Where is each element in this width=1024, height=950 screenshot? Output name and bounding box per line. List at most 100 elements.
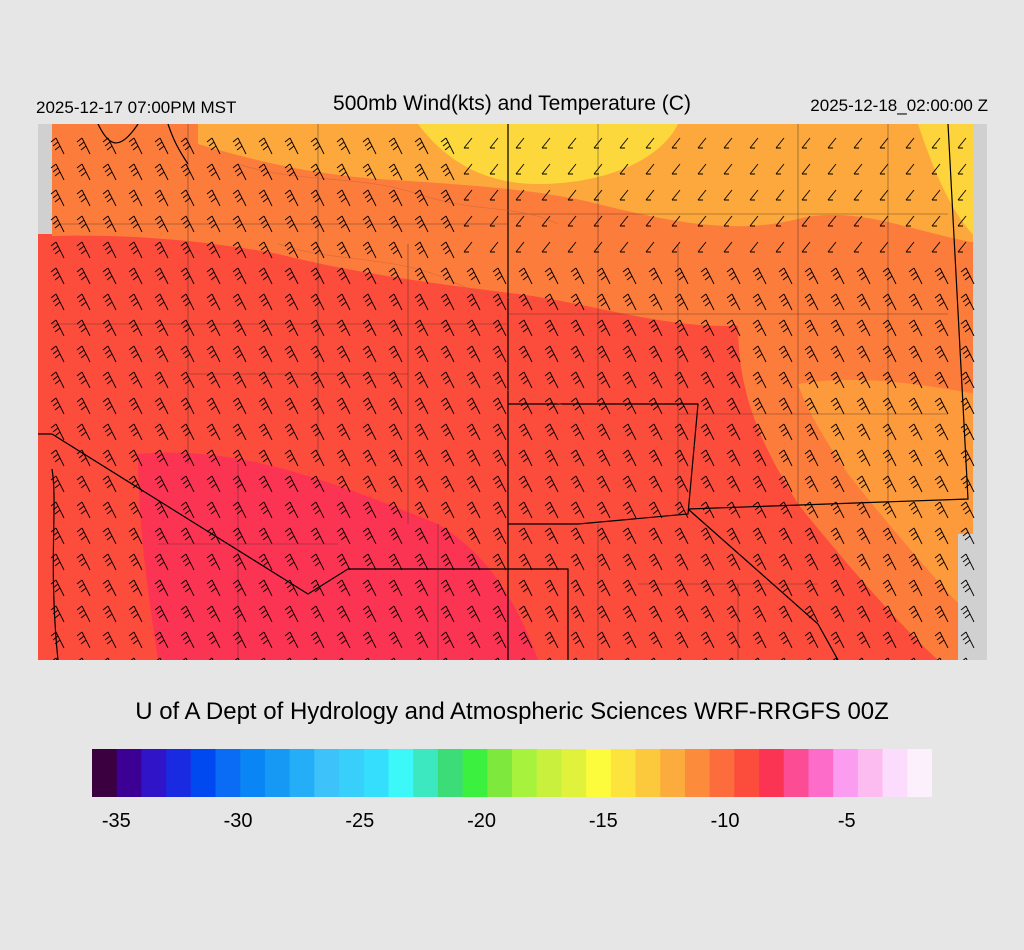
wind-barb [336,215,351,233]
wind-barb [934,319,949,337]
wind-barb [778,319,793,337]
colorbar-tick-label: -35 [101,810,131,832]
wind-barb [489,163,499,175]
wind-barb [180,267,195,285]
wind-barb [518,449,533,467]
wind-barb [414,423,429,441]
wind-barb [128,423,143,441]
wind-barb [414,527,429,545]
wind-barb [700,397,715,415]
wind-barb [388,267,403,285]
wind-barb [388,189,403,207]
wind-barb [804,423,819,441]
wind-barb [957,241,967,253]
wind-barb [856,527,871,545]
wind-barb [180,189,195,207]
wind-barb [934,527,949,545]
wind-barb [879,137,889,149]
wind-barb [778,475,793,493]
wind-barb [778,423,793,441]
wind-barb [674,605,689,623]
wind-barb [128,631,143,649]
wind-barb [856,371,871,389]
wind-barb [180,137,195,155]
wind-barb [882,397,897,415]
wind-barb [596,293,611,311]
wind-barb [154,553,169,571]
wind-barb [596,631,611,649]
wind-barb [622,631,637,649]
wind-barb [492,605,507,623]
wind-barb [593,241,603,253]
wind-barb [726,605,741,623]
wind-barb [518,397,533,415]
wind-barb [362,137,377,155]
wind-barb [596,267,611,285]
wind-barb [648,319,663,337]
wind-barb [619,137,629,149]
wind-barb [414,475,429,493]
wind-barb [206,579,221,597]
wind-barb [284,397,299,415]
wind-barb [258,579,273,597]
wind-barb [336,397,351,415]
wind-barb [674,423,689,441]
outside-domain-bottomright [958,534,987,660]
colorbar-swatch [882,749,908,797]
wind-barb [206,293,221,311]
wind-barb [232,605,247,623]
wind-barb [463,189,473,201]
wind-barb [596,397,611,415]
wind-barb [414,345,429,363]
wind-barb [336,579,351,597]
wind-barb [388,293,403,311]
wind-barb [76,215,91,233]
wind-barb [570,631,585,649]
wind-barb [931,241,941,253]
wind-barb [440,553,455,571]
wind-barb [154,267,169,285]
wind-barb [284,163,299,181]
wind-barb [232,449,247,467]
wind-barb [284,579,299,597]
wind-barb [310,553,325,571]
wind-barb [102,241,117,259]
wind-barb [232,579,247,597]
wind-barb [258,605,273,623]
wind-barb [102,319,117,337]
wind-barb [544,423,559,441]
wind-barb [674,319,689,337]
wind-barb [440,293,455,311]
wind-barb [622,397,637,415]
wind-barb [492,501,507,519]
temperature-wind-map [38,124,987,660]
wind-barb [827,241,837,253]
wind-barb [50,189,65,207]
wind-barb [50,631,65,649]
wind-barb [752,267,767,285]
wind-barb [50,527,65,545]
wind-barb [154,371,169,389]
wind-barb [102,553,117,571]
wind-barb [856,631,871,649]
wind-barb [830,345,845,363]
wind-barb [645,241,655,253]
wind-barb [76,501,91,519]
wind-barb [362,475,377,493]
wind-barb [934,553,949,571]
wind-barb [622,553,637,571]
wind-barb [882,293,897,311]
wind-barb [232,137,247,155]
wind-barb [128,579,143,597]
wind-barb [258,189,273,207]
wind-barb [128,371,143,389]
wind-barb [648,423,663,441]
wind-barb [960,397,975,415]
wind-barb [232,527,247,545]
colorbar-swatch [363,749,389,797]
wind-barb [908,553,923,571]
wind-barb [622,319,637,337]
wind-barb [804,605,819,623]
wind-barb [362,527,377,545]
wind-barb [570,267,585,285]
